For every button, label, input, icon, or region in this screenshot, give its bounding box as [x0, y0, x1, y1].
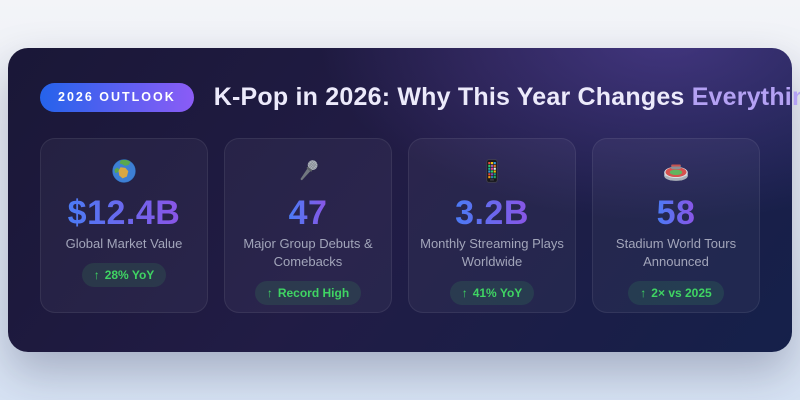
stat-card-group-debuts: 47 Major Group Debuts & Comebacks ↑ Reco… — [224, 138, 392, 313]
stat-delta-text: 28% YoY — [104, 268, 155, 283]
outlook-badge: 2026 OUTLOOK — [40, 82, 194, 112]
stat-card-stadium-tours: 58 Stadium World Tours Announced ↑ 2× vs… — [592, 138, 760, 313]
stat-value: 47 — [288, 194, 328, 232]
stats-row: $12.4B Global Market Value ↑ 28% YoY — [40, 138, 760, 313]
stat-card-streaming-plays: 3.2B Monthly Streaming Plays Worldwide ↑… — [408, 138, 576, 313]
stadium-icon — [593, 155, 759, 187]
up-arrow-icon: ↑ — [93, 268, 100, 283]
stat-label: Major Group Debuts & Comebacks — [243, 236, 373, 270]
stat-card-global-market-value: $12.4B Global Market Value ↑ 28% YoY — [40, 138, 208, 313]
stat-label: Global Market Value — [65, 236, 183, 251]
title-main: K-Pop in 2026: Why This Year Changes — [213, 82, 685, 111]
stat-delta-badge: ↑ Record High — [254, 281, 362, 306]
stat-delta-text: 41% YoY — [472, 286, 523, 301]
stat-value-row: 3.2B — [409, 187, 575, 232]
stat-delta-badge: ↑ 2× vs 2025 — [628, 281, 724, 306]
globe-icon — [41, 155, 207, 187]
stat-value-row: 47 — [225, 187, 391, 232]
panel-header: 2026 OUTLOOK K-Pop in 2026: Why This Yea… — [40, 82, 800, 112]
panel-title: K-Pop in 2026: Why This Year Changes Eve… — [214, 83, 800, 112]
title-highlight: Everything — [691, 82, 800, 111]
microphone-icon — [225, 155, 391, 187]
stat-value: $12.4B — [67, 194, 181, 232]
stat-delta-text: Record High — [277, 286, 350, 301]
up-arrow-icon: ↑ — [640, 286, 647, 301]
stat-delta-text: 2× vs 2025 — [651, 286, 712, 301]
stat-value: 58 — [656, 194, 696, 232]
stat-value-row: 58 — [593, 187, 759, 232]
stat-label: Monthly Streaming Plays Worldwide — [420, 236, 564, 270]
smartphone-icon — [409, 155, 575, 187]
up-arrow-icon: ↑ — [461, 286, 468, 301]
stat-delta-badge: ↑ 28% YoY — [81, 263, 167, 288]
stat-value: 3.2B — [455, 194, 529, 232]
stat-delta-badge: ↑ 41% YoY — [449, 281, 535, 306]
stat-value-row: $12.4B — [41, 187, 207, 232]
stat-label: Stadium World Tours Announced — [615, 236, 737, 270]
up-arrow-icon: ↑ — [266, 286, 273, 301]
kpop-2026-panel: 2026 OUTLOOK K-Pop in 2026: Why This Yea… — [8, 48, 800, 352]
